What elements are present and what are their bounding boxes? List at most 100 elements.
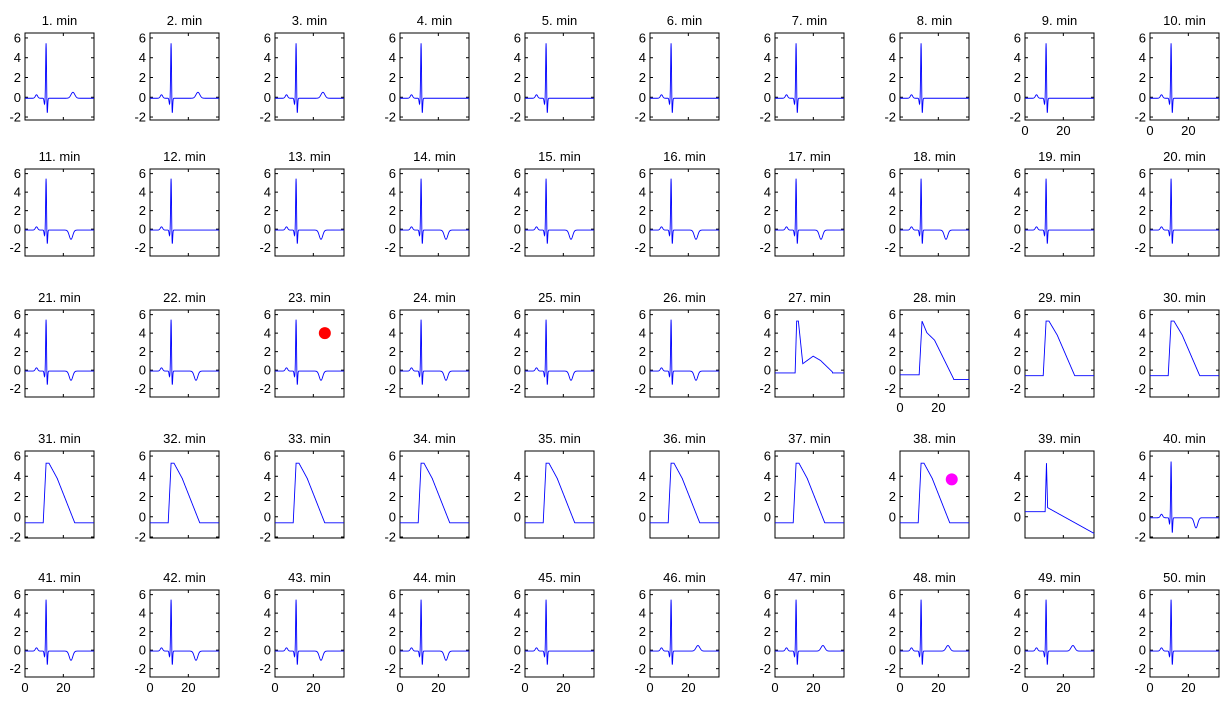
y-tick-label: 2 bbox=[514, 344, 521, 359]
panel-frame bbox=[1024, 168, 1095, 257]
ecg-panel: 29. min -2 0 2 4 6 bbox=[1009, 290, 1095, 398]
y-tick-label: 4 bbox=[264, 606, 271, 621]
y-tick-label: 4 bbox=[264, 326, 271, 341]
panel-frame bbox=[1149, 168, 1220, 257]
y-tick-label: 4 bbox=[14, 326, 21, 341]
y-tick-label: -2 bbox=[884, 110, 896, 125]
y-tick-label: 4 bbox=[639, 326, 646, 341]
panel-title: 25. min bbox=[538, 290, 581, 305]
y-tick-label: 6 bbox=[514, 166, 521, 181]
ecg-panel: 11. min -2 0 2 4 6 bbox=[9, 149, 95, 257]
y-tick-label: -2 bbox=[1134, 529, 1146, 544]
y-tick-label: -2 bbox=[9, 240, 21, 255]
x-tick-label: 0 bbox=[1146, 680, 1153, 695]
y-tick-label: 0 bbox=[389, 222, 396, 237]
y-tick-label: -2 bbox=[134, 240, 146, 255]
ecg-trace bbox=[1150, 178, 1219, 244]
ecg-trace bbox=[650, 462, 719, 524]
y-tick-label: 4 bbox=[889, 606, 896, 621]
panel-title: 27. min bbox=[788, 290, 831, 305]
x-tick-label: 20 bbox=[1181, 680, 1195, 695]
y-tick-label: 4 bbox=[514, 606, 521, 621]
y-tick-label: 4 bbox=[1014, 185, 1021, 200]
panel-title: 4. min bbox=[417, 13, 452, 28]
panel-title: 46. min bbox=[663, 570, 706, 585]
panel-frame bbox=[149, 309, 220, 398]
panel-frame bbox=[899, 168, 970, 257]
ecg-trace bbox=[900, 599, 969, 665]
y-tick-label: 0 bbox=[1139, 509, 1146, 524]
y-tick-label: -2 bbox=[759, 661, 771, 676]
y-tick-label: 2 bbox=[14, 624, 21, 639]
ecg-trace bbox=[25, 599, 94, 665]
panel-frame bbox=[1149, 450, 1220, 539]
y-tick-label: 0 bbox=[389, 90, 396, 105]
y-tick-label: 4 bbox=[889, 185, 896, 200]
y-tick-label: 6 bbox=[889, 166, 896, 181]
panel-frame bbox=[149, 168, 220, 257]
y-tick-label: 2 bbox=[389, 489, 396, 504]
ecg-trace bbox=[1025, 599, 1094, 665]
y-tick-label: 0 bbox=[14, 90, 21, 105]
y-tick-label: -2 bbox=[1009, 661, 1021, 676]
ecg-panel: 23. min -2 0 2 4 6 bbox=[259, 290, 345, 398]
y-tick-label: -2 bbox=[134, 110, 146, 125]
x-tick-label: 20 bbox=[181, 680, 195, 695]
ecg-panel: 25. min -2 0 2 4 6 bbox=[509, 290, 595, 398]
panel-frame bbox=[399, 309, 470, 398]
panel-title: 3. min bbox=[292, 13, 327, 28]
ecg-trace bbox=[1150, 43, 1219, 113]
panel-title: 8. min bbox=[917, 13, 952, 28]
panel-frame bbox=[649, 309, 720, 398]
y-tick-label: 0 bbox=[1139, 222, 1146, 237]
panel-title: 16. min bbox=[663, 149, 706, 164]
y-tick-label: 4 bbox=[14, 606, 21, 621]
y-tick-label: 0 bbox=[389, 363, 396, 378]
panel-frame bbox=[399, 32, 470, 121]
x-tick-label: 0 bbox=[271, 680, 278, 695]
ecg-trace bbox=[1025, 320, 1094, 377]
y-tick-label: 4 bbox=[639, 50, 646, 65]
y-tick-label: 6 bbox=[264, 30, 271, 45]
y-tick-label: 4 bbox=[139, 185, 146, 200]
y-tick-label: 4 bbox=[1139, 326, 1146, 341]
ecg-trace bbox=[900, 320, 969, 380]
y-tick-label: -2 bbox=[9, 381, 21, 396]
y-tick-label: 4 bbox=[889, 326, 896, 341]
ecg-trace bbox=[650, 599, 719, 665]
ecg-panel: 19. min -2 0 2 4 6 bbox=[1009, 149, 1095, 257]
y-tick-label: 4 bbox=[139, 326, 146, 341]
y-tick-label: 0 bbox=[389, 643, 396, 658]
y-tick-label: 2 bbox=[14, 489, 21, 504]
panel-frame bbox=[274, 32, 345, 121]
panel-frame bbox=[1024, 309, 1095, 398]
x-tick-label: 0 bbox=[1021, 123, 1028, 138]
y-tick-label: 2 bbox=[264, 624, 271, 639]
y-tick-label: 0 bbox=[139, 509, 146, 524]
y-tick-label: 2 bbox=[14, 344, 21, 359]
y-tick-label: 6 bbox=[889, 307, 896, 322]
y-tick-label: 4 bbox=[764, 185, 771, 200]
ecg-trace bbox=[525, 462, 594, 524]
y-tick-label: 6 bbox=[1139, 166, 1146, 181]
panel-title: 22. min bbox=[163, 290, 206, 305]
x-tick-label: 20 bbox=[1181, 123, 1195, 138]
y-tick-label: 6 bbox=[139, 587, 146, 602]
ecg-trace bbox=[150, 43, 219, 113]
y-tick-label: 0 bbox=[264, 643, 271, 658]
panel-title: 21. min bbox=[38, 290, 81, 305]
panel-frame bbox=[1024, 32, 1095, 121]
panel-frame bbox=[899, 450, 970, 539]
y-tick-label: 2 bbox=[639, 344, 646, 359]
y-tick-label: 2 bbox=[639, 203, 646, 218]
y-tick-label: 0 bbox=[764, 643, 771, 658]
y-tick-label: 2 bbox=[889, 70, 896, 85]
panel-frame bbox=[149, 32, 220, 121]
y-tick-label: 6 bbox=[764, 30, 771, 45]
ecg-trace bbox=[1025, 463, 1095, 534]
y-tick-label: 6 bbox=[1139, 30, 1146, 45]
